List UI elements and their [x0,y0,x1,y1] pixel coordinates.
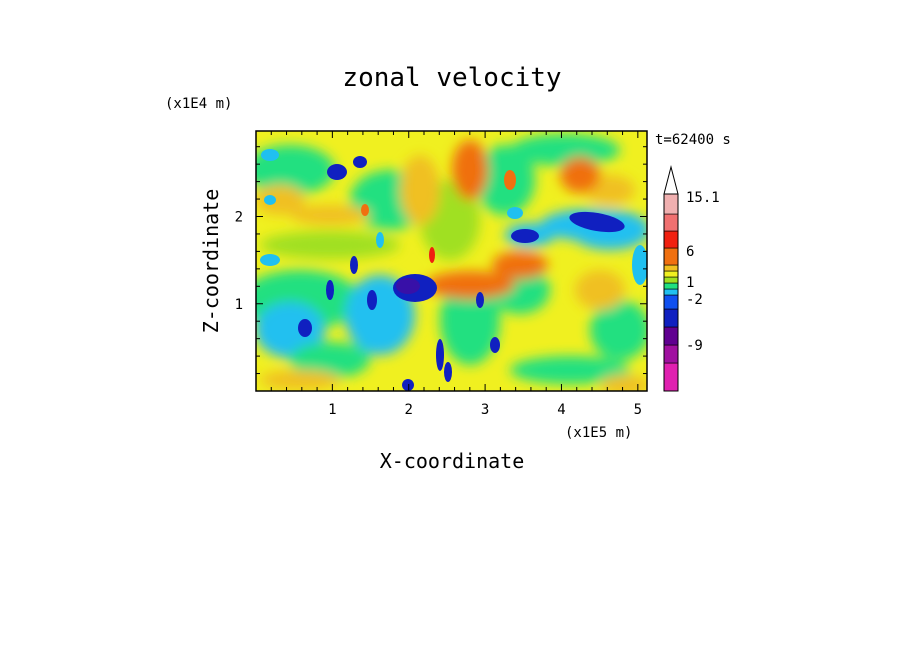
colorbar-tick-label: -2 [686,292,703,308]
colorbar-segment [663,326,679,346]
x-tick-label: 3 [481,402,489,418]
x-tick-label: 5 [634,402,642,418]
colorbar-tick-label: 6 [686,244,694,260]
colorbar-frame [663,193,679,392]
colorbar-tick-label: 15.1 [686,190,720,206]
colorbar: 15.1 6 1-2 -9 [663,165,720,392]
colorbar-segment [663,276,679,284]
colorbar-segment [663,288,679,296]
x-tick-label: 4 [557,402,565,418]
colorbar-segment [663,270,679,278]
colorbar-segment [663,247,679,266]
colorbar-segment [663,193,679,215]
colorbar-segment [663,308,679,328]
x-axis-title: X-coordinate [380,449,525,473]
colorbar-segment [663,362,679,392]
colorbar-segment [663,282,679,290]
y-axis-title: Z-coordinate [199,189,223,334]
colorbar-segment [663,213,679,232]
y-tick-label: 1 [235,297,243,313]
y-tick-label: 2 [235,210,243,226]
y-axis: 12 [235,146,647,375]
y-scale-label: (x1E4 m) [165,96,232,112]
colorbar-segment [663,294,679,310]
x-scale-label: (x1E5 m) [565,425,632,441]
colorbar-segment [663,264,679,272]
x-tick-label: 2 [405,402,413,418]
x-tick-label: 1 [328,402,336,418]
contour-field [256,131,647,391]
chart-title: zonal velocity [342,63,561,93]
colorbar-tick-label: 1 [686,275,694,291]
time-label: t=62400 s [655,132,731,148]
x-axis: 1 2 3 4 5 [270,131,642,418]
field-cores [260,149,647,391]
field-blobs [256,134,647,391]
colorbar-segment [663,230,679,249]
colorbar-tick-label: -9 [686,338,703,354]
colorbar-segment [663,344,679,364]
plot-frame [255,130,648,392]
colorbar-extend-arrow [663,165,679,195]
